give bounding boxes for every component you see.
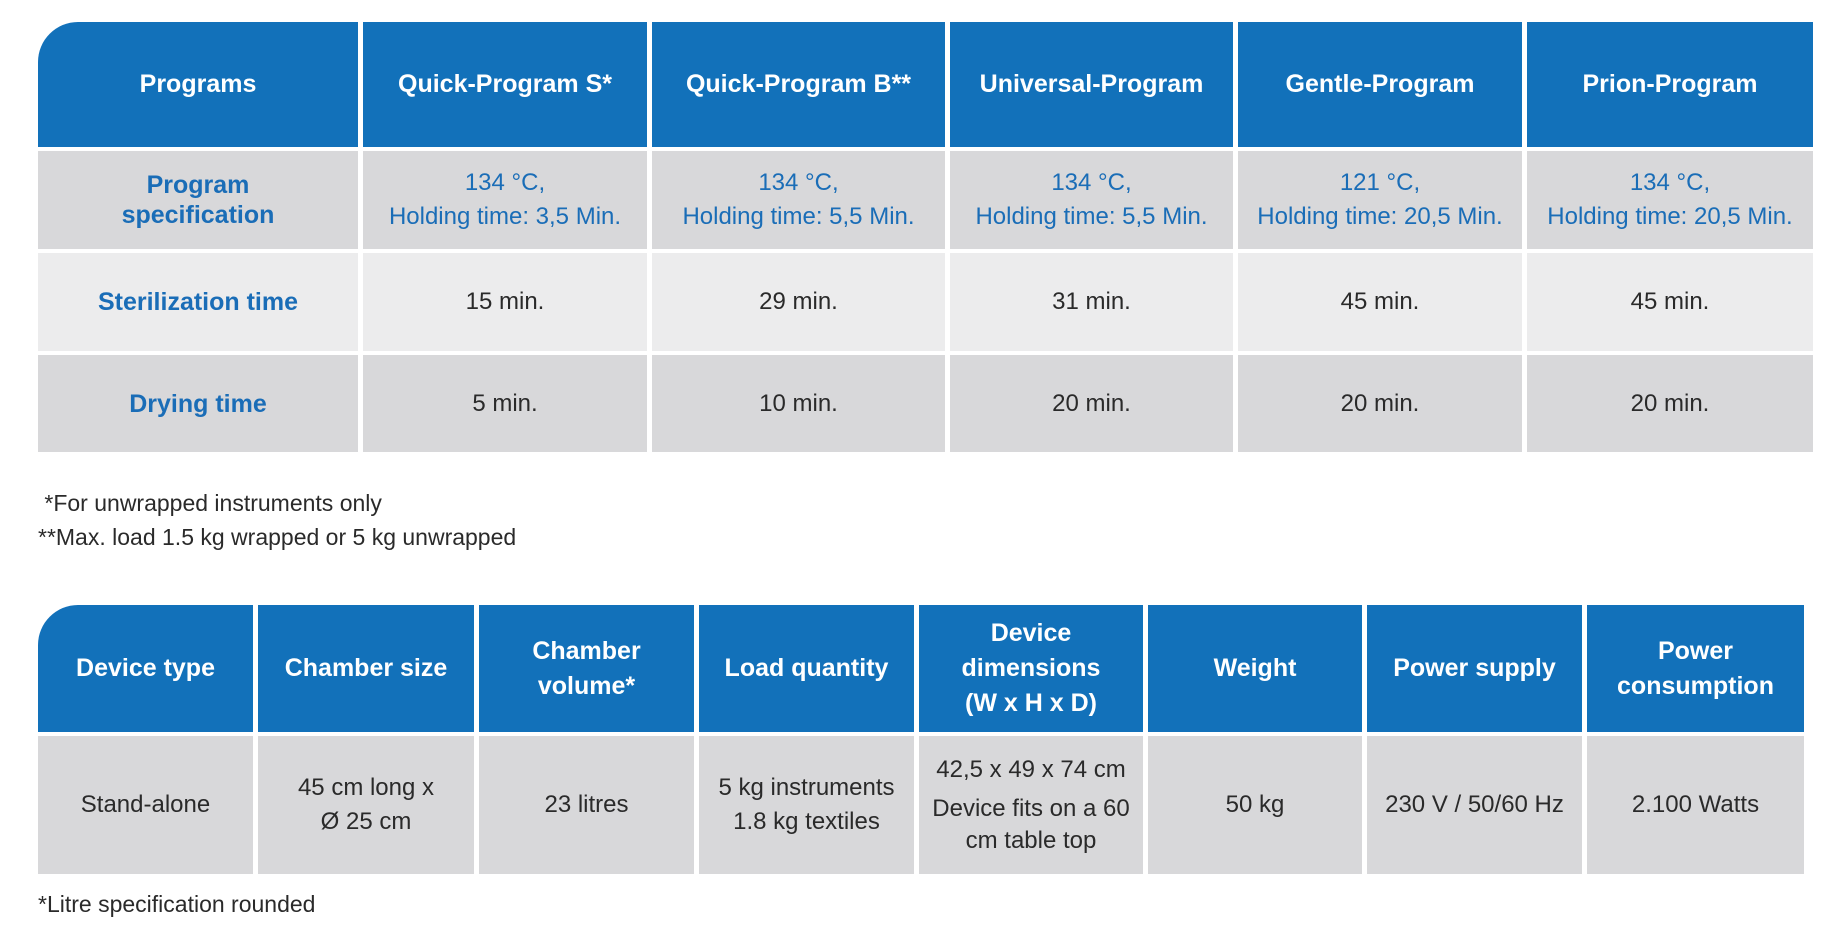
chamber-size-line: Ø 25 cm — [320, 808, 412, 835]
program-specification-label: Program specification — [121, 171, 275, 229]
row-label-program-specification: Program specification — [38, 151, 358, 249]
chamber-size-line: 45 cm long x — [297, 774, 435, 801]
header-gentle-program: Gentle-Program — [1238, 22, 1522, 147]
drying-time-cell: 20 min. — [950, 355, 1233, 452]
load-quantity-cell: 5 kg instruments 1.8 kg textiles — [699, 736, 914, 874]
header-load-quantity: Load quantity — [699, 605, 914, 732]
header-power-supply: Power supply — [1367, 605, 1582, 732]
header-quick-program-s: Quick-Program S* — [363, 22, 647, 147]
load-quantity-line: 1.8 kg textiles — [733, 808, 880, 835]
row-label-drying-time: Drying time — [38, 355, 358, 452]
load-quantity-line: 5 kg instruments — [718, 774, 895, 801]
weight-cell: 50 kg — [1148, 736, 1362, 874]
device-type-cell: Stand-alone — [38, 736, 253, 874]
spec-cell: 134 °C, Holding time: 20,5 Min. — [1527, 151, 1813, 249]
spec-holding-time: Holding time: 5,5 Min. — [682, 203, 915, 230]
device-table: Device type Chamber size Chamber volume*… — [38, 605, 1804, 874]
header-universal-program: Universal-Program — [950, 22, 1233, 147]
header-quick-program-b: Quick-Program B** — [652, 22, 945, 147]
sterilization-time-cell: 15 min. — [363, 253, 647, 351]
drying-time-cell: 10 min. — [652, 355, 945, 452]
sterilization-time-cell: 45 min. — [1527, 253, 1813, 351]
header-power-consumption-label: Power consumption — [1617, 636, 1774, 700]
header-prion-program: Prion-Program — [1527, 22, 1813, 147]
row-label-sterilization-time: Sterilization time — [38, 253, 358, 351]
dimensions-note: Device fits on a 60 cm table top — [932, 795, 1130, 854]
sterilization-time-cell: 29 min. — [652, 253, 945, 351]
header-programs: Programs — [38, 22, 358, 147]
sterilization-time-cell: 31 min. — [950, 253, 1233, 351]
device-dimensions-cell: 42,5 x 49 x 74 cm Device fits on a 60 cm … — [919, 736, 1143, 874]
header-chamber-volume-label: Chamber volume* — [532, 636, 641, 700]
header-device-dimensions-label: Device dimensions (W x H x D) — [961, 619, 1101, 717]
dimensions-value: 42,5 x 49 x 74 cm — [936, 756, 1126, 783]
header-device-type: Device type — [38, 605, 253, 732]
header-chamber-volume: Chamber volume* — [479, 605, 694, 732]
spec-temperature: 134 °C, — [758, 169, 839, 196]
footnote-litre: *Litre specification rounded — [38, 891, 316, 917]
spec-holding-time: Holding time: 20,5 Min. — [1257, 203, 1503, 230]
sterilization-time-cell: 45 min. — [1238, 253, 1522, 351]
drying-time-cell: 20 min. — [1527, 355, 1813, 452]
spec-temperature: 134 °C, — [1051, 169, 1132, 196]
header-device-dimensions: Device dimensions (W x H x D) — [919, 605, 1143, 732]
spec-cell: 121 °C, Holding time: 20,5 Min. — [1238, 151, 1522, 249]
chamber-size-cell: 45 cm long x Ø 25 cm — [258, 736, 474, 874]
header-chamber-size: Chamber size — [258, 605, 474, 732]
power-supply-cell: 230 V / 50/60 Hz — [1367, 736, 1582, 874]
spec-holding-time: Holding time: 3,5 Min. — [388, 203, 622, 230]
spec-temperature: 121 °C, — [1339, 169, 1421, 196]
header-power-consumption: Power consumption — [1587, 605, 1804, 732]
power-consumption-cell: 2.100 Watts — [1587, 736, 1804, 874]
header-weight: Weight — [1148, 605, 1362, 732]
spec-temperature: 134 °C, — [464, 169, 546, 196]
footnote-max-load: **Max. load 1.5 kg wrapped or 5 kg unwra… — [38, 524, 517, 550]
spec-cell: 134 °C, Holding time: 5,5 Min. — [950, 151, 1233, 249]
spec-holding-time: Holding time: 5,5 Min. — [975, 203, 1208, 230]
drying-time-cell: 5 min. — [363, 355, 647, 452]
chamber-volume-cell: 23 litres — [479, 736, 694, 874]
drying-time-cell: 20 min. — [1238, 355, 1522, 452]
spec-cell: 134 °C, Holding time: 5,5 Min. — [652, 151, 945, 249]
programs-table: Programs Quick-Program S* Quick-Program … — [38, 22, 1813, 452]
spec-temperature: 134 °C, — [1629, 169, 1711, 196]
spec-cell: 134 °C, Holding time: 3,5 Min. — [363, 151, 647, 249]
footnote-unwrapped: *For unwrapped instruments only — [38, 490, 382, 516]
spec-holding-time: Holding time: 20,5 Min. — [1547, 203, 1793, 230]
